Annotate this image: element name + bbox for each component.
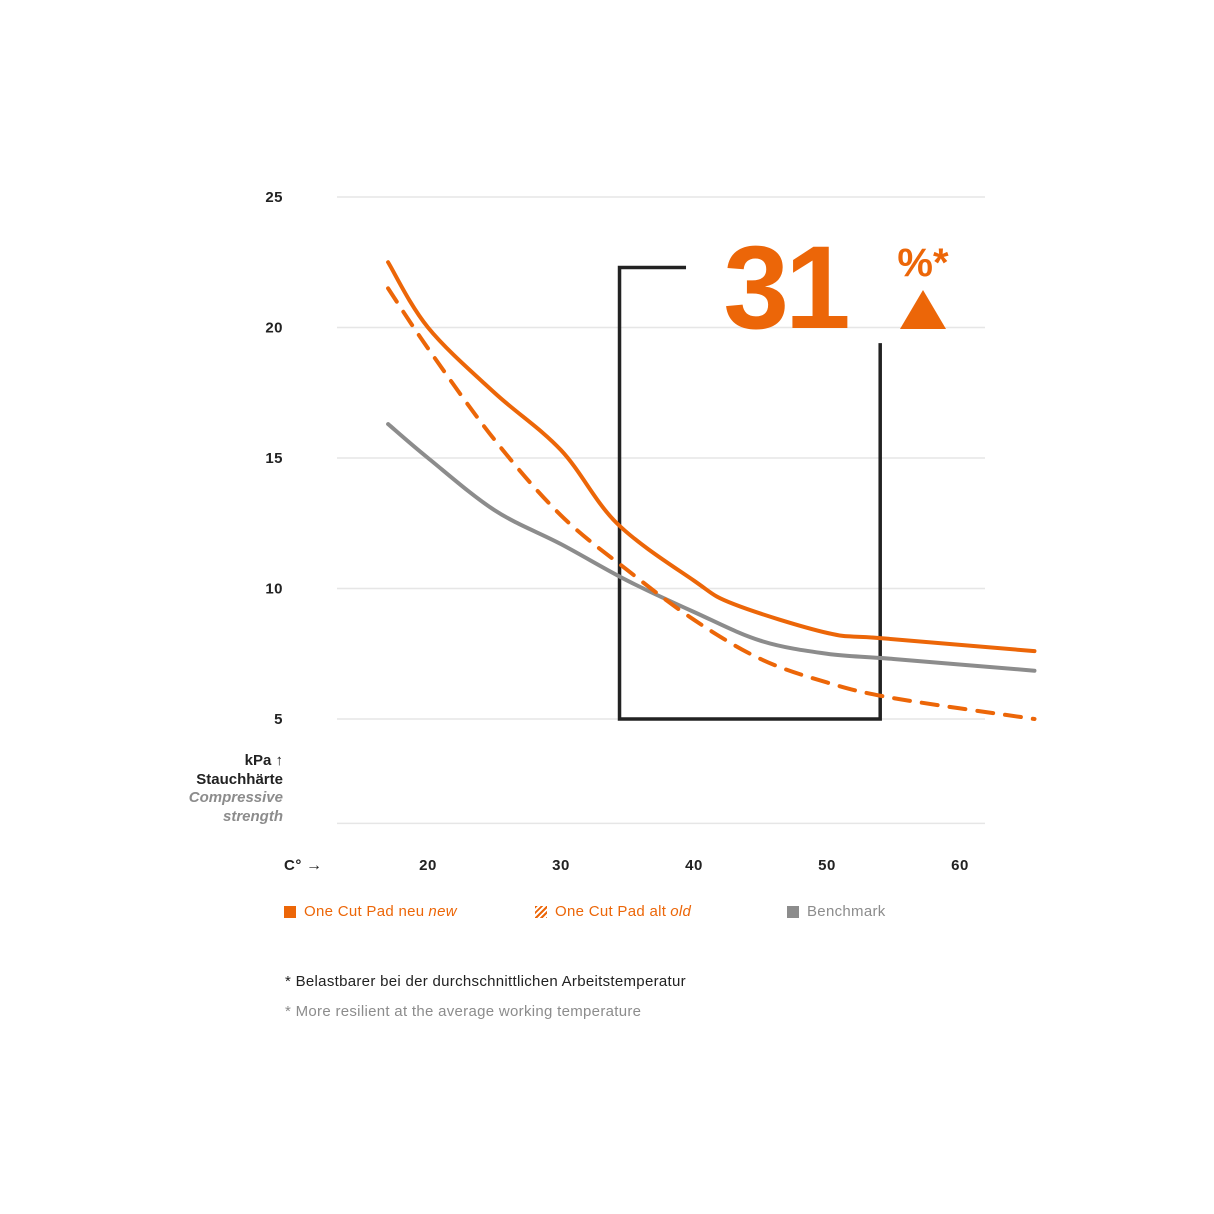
solid-swatch-icon	[284, 905, 296, 918]
series-line-new	[386, 260, 1037, 654]
legend-item-new: One Cut Pad neu new	[284, 903, 457, 920]
legend-label-en: new	[428, 903, 457, 920]
x-tick-label: 50	[818, 857, 836, 874]
y-axis-label-en-1: Compressive	[188, 789, 283, 806]
series-line-old	[386, 286, 1037, 721]
annotation-bracket	[617, 265, 882, 721]
solid-swatch-icon	[787, 905, 799, 918]
x-tick-label: 30	[552, 857, 570, 874]
annotation-value: 31	[723, 222, 848, 354]
footnote-en: * More resilient at the average working …	[285, 1003, 642, 1020]
y-axis-label-de: Stauchhärte	[196, 770, 283, 788]
legend-item-benchmark: Benchmark	[787, 903, 886, 920]
x-tick-label: 60	[951, 857, 969, 874]
x-tick-label: 40	[685, 857, 703, 874]
y-tick-label: 20	[265, 320, 283, 337]
annotation-unit: %*	[897, 241, 949, 285]
y-tick-label: 25	[265, 189, 283, 206]
series-line-benchmark	[386, 422, 1037, 673]
x-axis-label: C°	[284, 857, 302, 874]
y-tick-label: 10	[265, 581, 283, 598]
legend-label: One Cut Pad alt	[555, 903, 667, 920]
triangle-up-icon	[900, 290, 946, 329]
y-axis-unit: kPa	[244, 752, 272, 769]
arrow-right-icon: →	[306, 857, 322, 874]
hatched-swatch-icon	[535, 905, 547, 918]
y-tick-label: 15	[265, 450, 283, 467]
x-tick-label: 20	[419, 857, 437, 874]
legend-label: One Cut Pad neu	[304, 903, 425, 920]
legend-label-en: old	[670, 903, 692, 920]
footnote-de: * Belastbarer bei der durchschnittlichen…	[285, 973, 686, 990]
y-tick-label: 5	[274, 711, 283, 728]
arrow-up-icon: ↑	[271, 752, 283, 769]
y-axis-label-en-2: strength	[223, 807, 283, 825]
legend-label: Benchmark	[807, 903, 886, 920]
legend-item-old: One Cut Pad alt old	[535, 903, 691, 920]
